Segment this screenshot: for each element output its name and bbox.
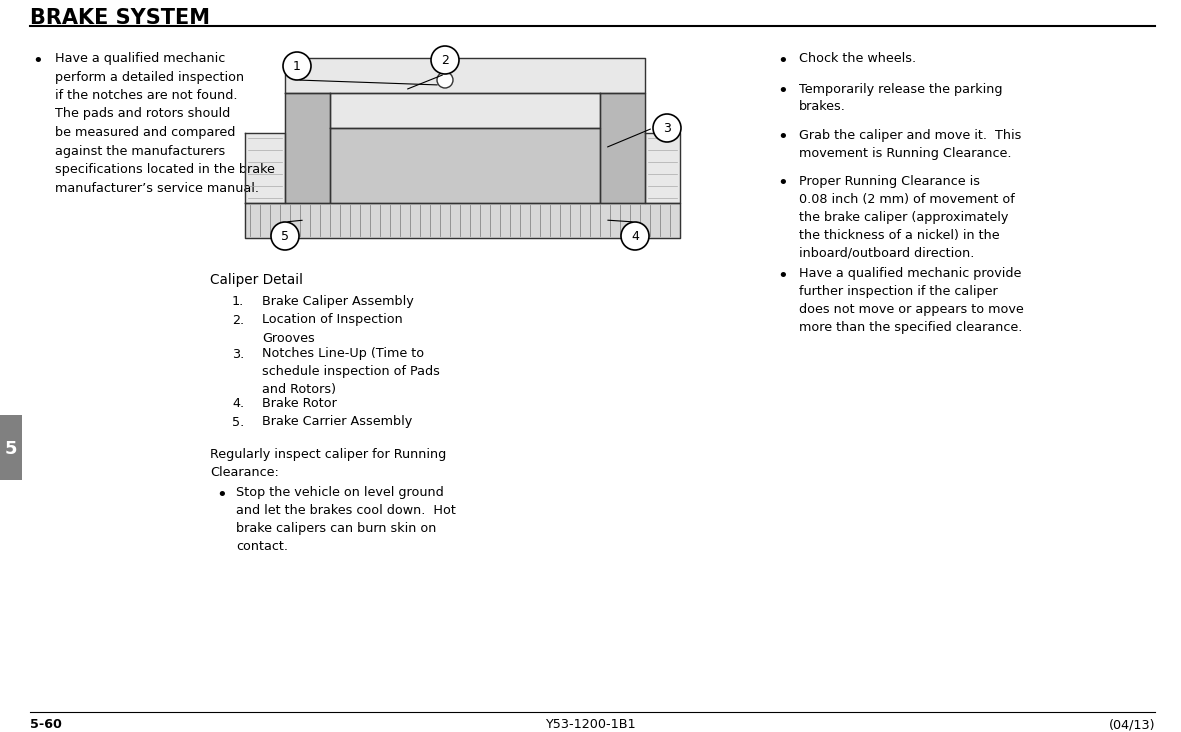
Text: •: • [777, 174, 788, 193]
Text: Caliper Detail: Caliper Detail [210, 273, 304, 287]
Text: 1.: 1. [231, 295, 244, 308]
Text: 4.: 4. [231, 397, 244, 410]
Text: 4: 4 [631, 230, 639, 242]
Text: Grab the caliper and move it.  This
movement is Running Clearance.: Grab the caliper and move it. This movem… [800, 129, 1022, 160]
Text: 5: 5 [281, 230, 289, 242]
Text: Brake Carrier Assembly: Brake Carrier Assembly [262, 416, 412, 428]
Circle shape [653, 114, 681, 142]
Circle shape [431, 46, 459, 74]
Polygon shape [285, 58, 645, 93]
Text: 3: 3 [663, 122, 671, 135]
Text: BRAKE SYSTEM: BRAKE SYSTEM [30, 8, 210, 28]
Text: (04/13): (04/13) [1109, 718, 1155, 731]
Text: Location of Inspection
Grooves: Location of Inspection Grooves [262, 313, 403, 345]
Text: Brake Caliper Assembly: Brake Caliper Assembly [262, 295, 413, 308]
Polygon shape [285, 93, 329, 203]
Text: •: • [216, 486, 227, 504]
Text: Have a qualified mechanic provide
further inspection if the caliper
does not mov: Have a qualified mechanic provide furthe… [800, 267, 1024, 334]
Polygon shape [600, 93, 645, 203]
Circle shape [270, 222, 299, 250]
Text: 5.: 5. [231, 416, 244, 428]
Text: Regularly inspect caliper for Running
Clearance:: Regularly inspect caliper for Running Cl… [210, 448, 446, 479]
Text: Notches Line-Up (Time to
schedule inspection of Pads
and Rotors): Notches Line-Up (Time to schedule inspec… [262, 348, 439, 397]
Text: •: • [777, 267, 788, 285]
Circle shape [621, 222, 650, 250]
Text: Brake Rotor: Brake Rotor [262, 397, 337, 410]
Text: •: • [777, 83, 788, 100]
Text: Chock the wheels.: Chock the wheels. [800, 52, 916, 65]
Text: Proper Running Clearance is
0.08 inch (2 mm) of movement of
the brake caliper (a: Proper Running Clearance is 0.08 inch (2… [800, 174, 1014, 260]
Text: 2: 2 [441, 53, 449, 67]
Text: 5: 5 [5, 440, 18, 458]
Text: 5-60: 5-60 [30, 718, 61, 731]
Circle shape [283, 52, 311, 80]
Text: Have a qualified mechanic
perform a detailed inspection
if the notches are not f: Have a qualified mechanic perform a deta… [56, 52, 275, 195]
Polygon shape [645, 133, 680, 203]
Polygon shape [244, 133, 285, 203]
Circle shape [437, 72, 454, 88]
Text: Temporarily release the parking
brakes.: Temporarily release the parking brakes. [800, 83, 1003, 113]
Polygon shape [244, 203, 680, 238]
FancyBboxPatch shape [0, 415, 22, 480]
Text: 1: 1 [293, 59, 301, 72]
Polygon shape [329, 93, 600, 128]
Text: Y53-1200-1B1: Y53-1200-1B1 [544, 718, 635, 731]
Text: 3.: 3. [231, 348, 244, 360]
Text: Stop the vehicle on level ground
and let the brakes cool down.  Hot
brake calipe: Stop the vehicle on level ground and let… [236, 486, 456, 553]
Polygon shape [329, 128, 600, 203]
Text: •: • [32, 52, 43, 70]
Text: 2.: 2. [231, 313, 244, 326]
Text: •: • [777, 52, 788, 70]
Text: •: • [777, 129, 788, 146]
